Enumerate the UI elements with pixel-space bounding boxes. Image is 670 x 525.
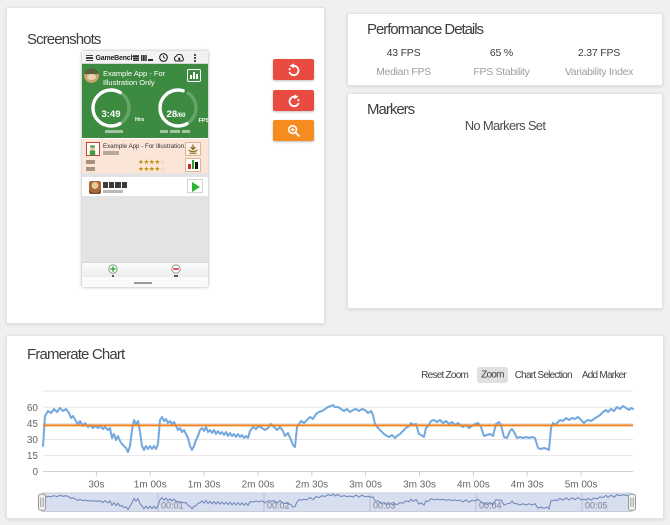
svg-text:00:04: 00:04	[479, 501, 502, 511]
svg-text:4m 30s: 4m 30s	[511, 480, 544, 491]
svg-text:2m 00s: 2m 00s	[242, 480, 275, 491]
svg-text:3m 00s: 3m 00s	[349, 480, 382, 491]
svg-text:4m 00s: 4m 00s	[457, 480, 490, 491]
svg-text:00:05: 00:05	[585, 501, 608, 511]
svg-text:00:01: 00:01	[161, 501, 184, 511]
svg-text:1m 30s: 1m 30s	[188, 480, 221, 491]
svg-text:45: 45	[27, 419, 39, 430]
svg-text:30s: 30s	[88, 480, 104, 491]
svg-text:0: 0	[32, 467, 38, 478]
svg-text:30: 30	[27, 435, 39, 446]
svg-text:3m 30s: 3m 30s	[403, 480, 436, 491]
svg-text:1m 00s: 1m 00s	[134, 480, 167, 491]
svg-text:60: 60	[27, 403, 39, 414]
svg-text:00:03: 00:03	[373, 501, 396, 511]
svg-text:2m 30s: 2m 30s	[295, 480, 328, 491]
svg-text:5m 00s: 5m 00s	[565, 480, 598, 491]
svg-text:00:02: 00:02	[267, 501, 290, 511]
svg-text:15: 15	[27, 451, 39, 462]
